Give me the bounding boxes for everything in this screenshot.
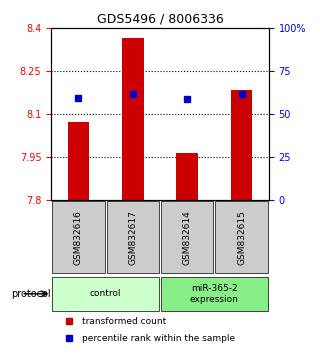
Title: GDS5496 / 8006336: GDS5496 / 8006336 — [97, 13, 223, 26]
Bar — [68, 122, 89, 200]
FancyBboxPatch shape — [215, 201, 268, 274]
FancyBboxPatch shape — [161, 277, 268, 311]
Text: percentile rank within the sample: percentile rank within the sample — [82, 334, 235, 343]
Text: miR-365-2
expression: miR-365-2 expression — [190, 284, 239, 303]
Text: control: control — [90, 289, 121, 298]
Text: GSM832617: GSM832617 — [128, 210, 137, 265]
FancyBboxPatch shape — [52, 201, 105, 274]
Text: GSM832616: GSM832616 — [74, 210, 83, 265]
Text: GSM832615: GSM832615 — [237, 210, 246, 265]
Text: protocol: protocol — [12, 289, 51, 299]
FancyBboxPatch shape — [52, 277, 159, 311]
Bar — [176, 153, 198, 200]
Bar — [231, 90, 252, 200]
FancyBboxPatch shape — [161, 201, 213, 274]
Text: GSM832614: GSM832614 — [183, 210, 192, 265]
Bar — [122, 38, 144, 200]
FancyBboxPatch shape — [107, 201, 159, 274]
Text: transformed count: transformed count — [82, 317, 166, 326]
